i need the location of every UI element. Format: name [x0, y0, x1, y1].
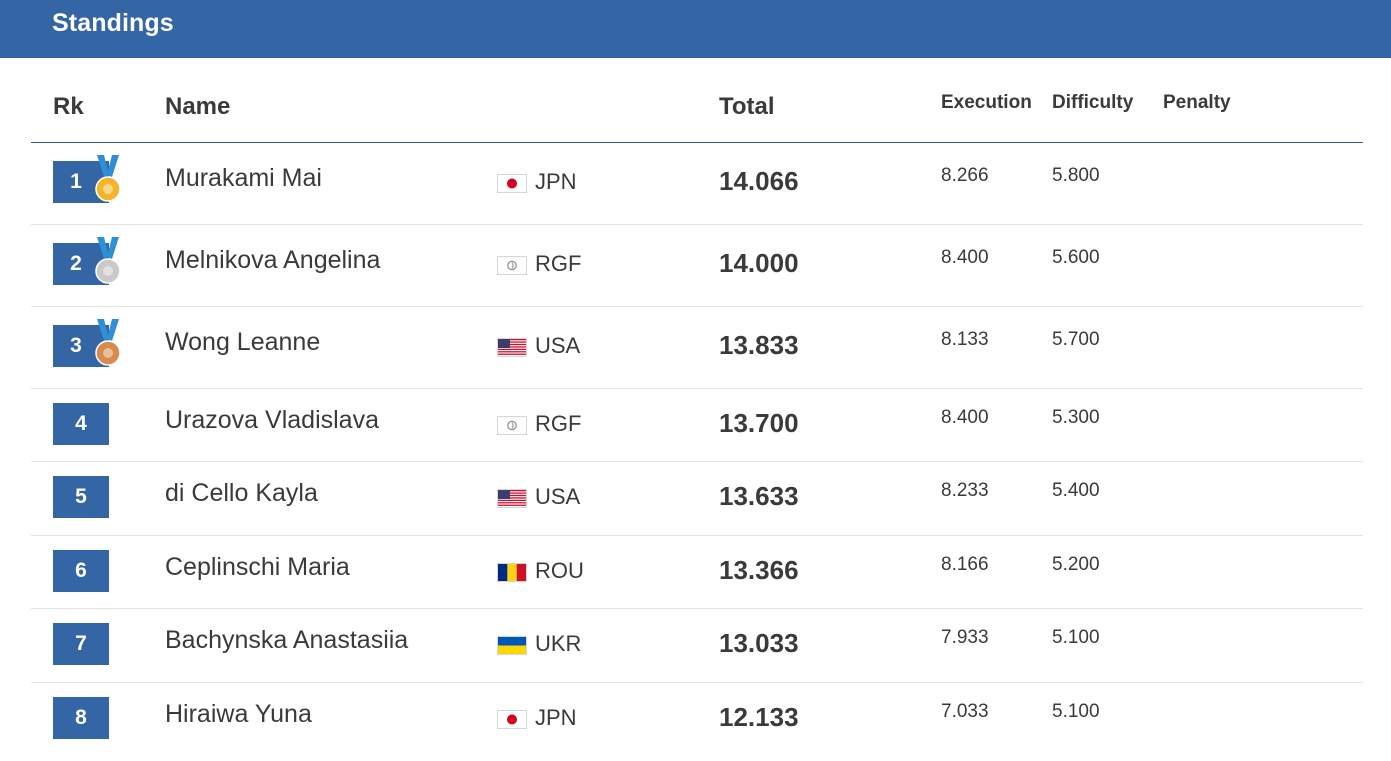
athlete-name[interactable]: Bachynska Anastasiia: [165, 626, 409, 654]
rgf-flag-icon: [497, 256, 527, 275]
country-code: RGF: [535, 251, 582, 276]
athlete-name[interactable]: Ceplinschi Maria: [165, 553, 350, 581]
bronze-medal-icon: [93, 317, 123, 374]
total-score: 13.366: [719, 555, 799, 585]
table-body: 1 Murakami Mai JPN 14.066 8.266 5.800 2 Melniko…: [31, 143, 1363, 755]
romania-flag-icon: [497, 563, 527, 582]
difficulty-score: 5.800: [1052, 165, 1100, 186]
difficulty-score: 5.400: [1052, 480, 1100, 501]
column-header-penalty: Penalty: [1163, 92, 1231, 113]
athlete-name[interactable]: Hiraiwa Yuna: [165, 700, 312, 728]
difficulty-score: 5.600: [1052, 247, 1100, 268]
table-row[interactable]: 3 Wong Leanne USA 13.833 8.133 5.700: [31, 307, 1363, 389]
rank-badge: 5: [53, 476, 109, 518]
standings-table: Rk Name Total Execution Difficulty Penal…: [31, 58, 1363, 755]
difficulty-score: 5.100: [1052, 627, 1100, 648]
country-code: ROU: [535, 558, 584, 583]
column-header-name: Name: [165, 93, 231, 120]
difficulty-score: 5.300: [1052, 407, 1100, 428]
column-header-execution: Execution: [941, 92, 1032, 113]
execution-score: 8.400: [941, 247, 989, 268]
ukraine-flag-icon: [497, 636, 527, 655]
table-row[interactable]: 4 Urazova Vladislava RGF 13.700 8.400 5.300: [31, 389, 1363, 462]
country-code: USA: [535, 484, 581, 509]
athlete-name[interactable]: Wong Leanne: [165, 328, 321, 356]
japan-flag-icon: [497, 710, 527, 729]
table-row[interactable]: 6 Ceplinschi Maria ROU 13.366 8.166 5.200: [31, 536, 1363, 609]
table-row[interactable]: 8 Hiraiwa Yuna JPN 12.133 7.033 5.100: [31, 683, 1363, 755]
difficulty-score: 5.200: [1052, 554, 1100, 575]
execution-score: 8.266: [941, 165, 989, 186]
total-score: 13.633: [719, 481, 799, 511]
silver-medal-icon: [93, 235, 123, 292]
table-row[interactable]: 1 Murakami Mai JPN 14.066 8.266 5.800: [31, 143, 1363, 225]
difficulty-score: 5.100: [1052, 701, 1100, 722]
page-title: Standings: [52, 9, 174, 37]
total-score: 14.000: [719, 248, 799, 278]
execution-score: 7.033: [941, 701, 989, 722]
table-row[interactable]: 7 Bachynska Anastasiia UKR 13.033 7.933 5.100: [31, 609, 1363, 683]
execution-score: 7.933: [941, 627, 989, 648]
usa-flag-icon: [497, 489, 527, 508]
total-score: 12.133: [719, 702, 799, 732]
table-row[interactable]: 5 di Cello Kayla USA 13.633 8.233 5.400: [31, 462, 1363, 536]
country-code: JPN: [535, 705, 577, 730]
rgf-flag-icon: [497, 416, 527, 435]
athlete-name[interactable]: Murakami Mai: [165, 164, 322, 192]
country-code: USA: [535, 333, 581, 358]
table-header: Rk Name Total Execution Difficulty Penal…: [31, 58, 1363, 143]
column-header-total: Total: [719, 93, 775, 120]
execution-score: 8.133: [941, 329, 989, 350]
rank-badge: 4: [53, 403, 109, 445]
total-score: 13.033: [719, 628, 799, 658]
execution-score: 8.400: [941, 407, 989, 428]
athlete-name[interactable]: Urazova Vladislava: [165, 406, 379, 434]
country-code: JPN: [535, 169, 577, 194]
total-score: 14.066: [719, 166, 799, 196]
execution-score: 8.166: [941, 554, 989, 575]
table-row[interactable]: 2 Melnikova Angelina RGF 14.000 8.400 5.600: [31, 225, 1363, 307]
execution-score: 8.233: [941, 480, 989, 501]
rank-badge: 7: [53, 623, 109, 665]
japan-flag-icon: [497, 174, 527, 193]
rank-badge: 6: [53, 550, 109, 592]
difficulty-score: 5.700: [1052, 329, 1100, 350]
athlete-name[interactable]: Melnikova Angelina: [165, 246, 381, 274]
column-header-rank: Rk: [53, 93, 84, 120]
rank-badge: 8: [53, 697, 109, 739]
gold-medal-icon: [93, 153, 123, 210]
standings-header-bar: Standings: [0, 0, 1391, 58]
total-score: 13.700: [719, 408, 799, 438]
athlete-name[interactable]: di Cello Kayla: [165, 479, 318, 507]
usa-flag-icon: [497, 338, 527, 357]
country-code: RGF: [535, 411, 582, 436]
total-score: 13.833: [719, 330, 799, 360]
column-header-difficulty: Difficulty: [1052, 92, 1134, 113]
country-code: UKR: [535, 631, 582, 656]
